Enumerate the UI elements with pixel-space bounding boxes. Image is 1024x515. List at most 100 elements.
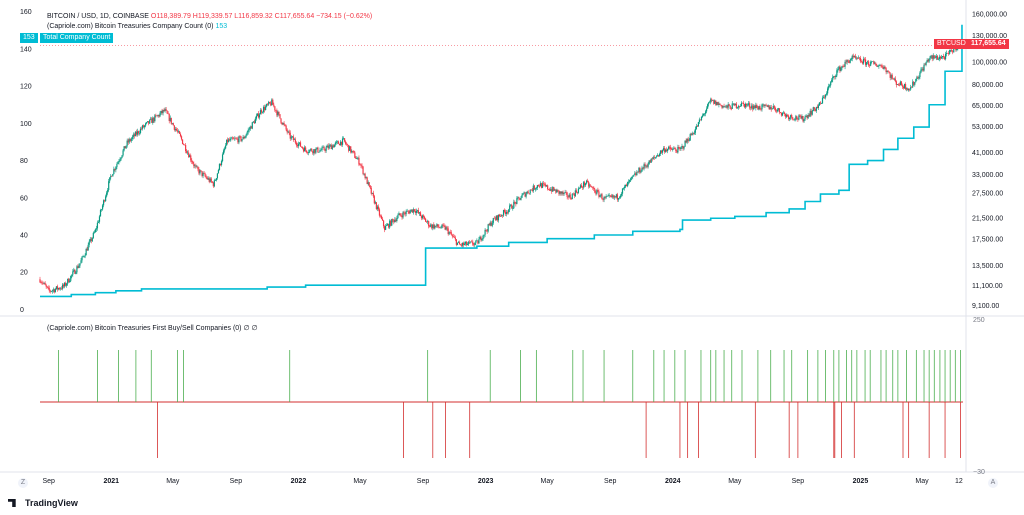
price-candle	[759, 106, 761, 110]
price-candle	[702, 114, 705, 116]
price-candle	[561, 191, 563, 194]
price-candle	[298, 142, 301, 144]
price-candle	[286, 129, 288, 133]
price-candle	[493, 217, 495, 219]
price-candle	[71, 274, 73, 276]
price-candle	[858, 57, 861, 59]
price-candle	[667, 149, 669, 152]
price-candle	[550, 189, 552, 191]
price-candle	[315, 149, 317, 153]
price-candle	[72, 271, 74, 275]
price-candle	[189, 155, 191, 158]
price-candle	[582, 182, 585, 188]
price-candle	[868, 61, 870, 66]
price-candle	[427, 221, 429, 222]
price-candle	[835, 75, 837, 78]
tradingview-logo[interactable]: TradingView	[8, 498, 78, 508]
price-candle	[933, 55, 935, 59]
price-candle	[819, 102, 822, 104]
price-candle	[494, 218, 496, 220]
indicator1-header[interactable]: (Capriole.com) Bitcoin Treasuries Compan…	[47, 23, 227, 30]
time-axis-label: May	[166, 478, 180, 485]
price-candle	[437, 224, 439, 227]
price-candle	[941, 56, 944, 58]
price-candle	[886, 71, 888, 73]
price-candle	[174, 128, 176, 130]
price-candle	[580, 185, 583, 188]
price-candle	[187, 152, 189, 154]
zoom-left-button[interactable]: Z	[18, 478, 28, 488]
price-candle	[765, 104, 767, 106]
price-candle	[131, 136, 133, 139]
price-candle	[253, 121, 255, 124]
price-candle	[656, 155, 658, 157]
price-candle	[234, 138, 236, 140]
price-candle	[96, 222, 99, 229]
price-candle	[485, 229, 487, 231]
price-candle	[540, 183, 543, 188]
price-candle	[201, 171, 203, 176]
price-candle	[515, 202, 517, 204]
price-candle	[210, 178, 212, 182]
price-candle	[590, 185, 592, 187]
price-candle	[932, 55, 934, 59]
price-candle	[142, 125, 145, 128]
price-candle	[560, 191, 562, 194]
price-candle	[278, 111, 280, 115]
price-candle	[360, 164, 362, 166]
price-axis-label: 41,000.00	[972, 150, 1003, 157]
price-candle	[518, 197, 520, 199]
price-candle	[749, 103, 751, 108]
price-candle	[353, 151, 355, 153]
price-candle	[547, 185, 549, 190]
price-candle	[289, 132, 291, 139]
price-candle	[254, 118, 256, 124]
price-candle	[851, 55, 853, 60]
price-candle	[564, 192, 566, 193]
price-candle	[503, 209, 506, 212]
indicator2-header[interactable]: (Capriole.com) Bitcoin Treasuries First …	[47, 324, 258, 332]
price-candle	[509, 205, 511, 210]
price-candle	[675, 149, 677, 152]
price-candle	[684, 140, 686, 147]
price-candle	[167, 113, 169, 115]
price-candle	[465, 241, 467, 244]
price-candle	[718, 103, 720, 105]
price-candle	[430, 224, 432, 227]
price-candle	[791, 115, 793, 118]
price-candle	[623, 186, 626, 189]
price-candle	[233, 138, 235, 140]
price-candle	[380, 215, 383, 219]
price-candle	[333, 144, 335, 148]
price-candle	[410, 209, 412, 211]
price-candle	[812, 107, 814, 111]
price-candle	[108, 181, 110, 190]
price-candle	[355, 157, 357, 159]
price-candle	[53, 289, 55, 293]
price-candle	[87, 244, 89, 251]
price-candle	[186, 151, 188, 153]
price-candle	[834, 76, 836, 78]
price-candle	[499, 216, 502, 217]
price-candle	[782, 112, 785, 114]
price-candle	[116, 163, 118, 168]
price-candle	[215, 178, 217, 181]
price-candle	[701, 115, 704, 117]
price-candle	[747, 104, 749, 106]
price-candle	[742, 102, 745, 104]
price-candle	[727, 104, 729, 108]
price-candle	[631, 176, 633, 179]
price-candle	[100, 209, 103, 211]
count-value-tag: 153	[20, 33, 38, 43]
price-candle	[429, 226, 431, 227]
price-candle	[502, 209, 505, 216]
price-candle	[495, 215, 497, 220]
flow-axis-label-top: 250	[973, 317, 985, 324]
price-candle	[530, 189, 532, 191]
price-candle	[736, 107, 738, 109]
auto-scale-button[interactable]: A	[988, 478, 998, 488]
price-candle	[492, 217, 494, 223]
price-candle	[347, 144, 349, 146]
price-candle	[567, 196, 569, 198]
